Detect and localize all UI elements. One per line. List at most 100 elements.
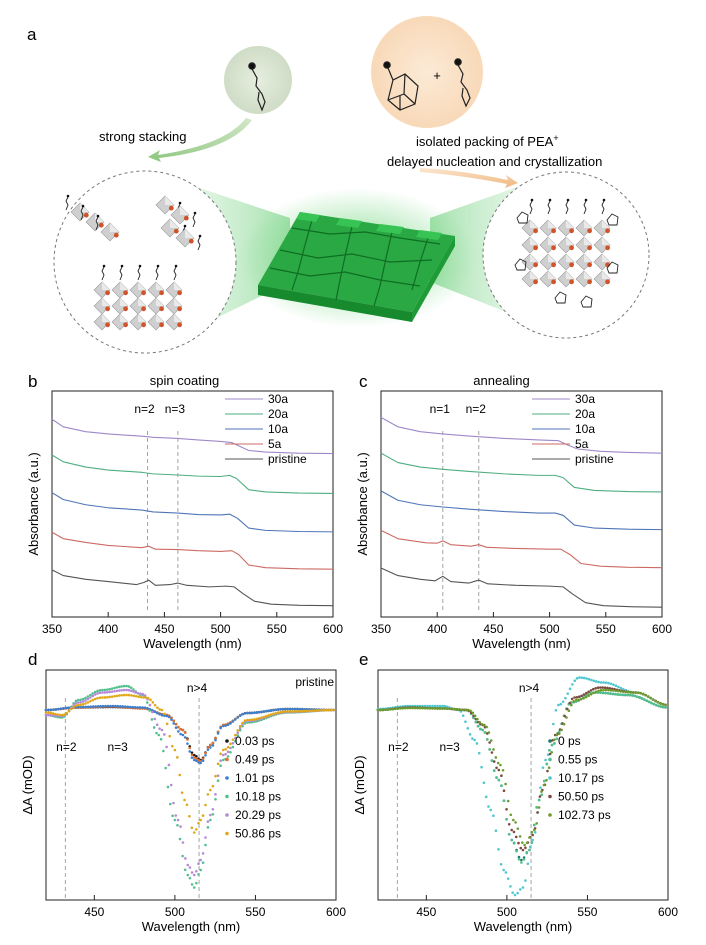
- data-point: [216, 774, 220, 778]
- data-point: [521, 848, 525, 852]
- data-point: [160, 708, 164, 712]
- data-point: [566, 692, 570, 695]
- data-point: [101, 691, 104, 694]
- data-point: [216, 732, 220, 735]
- pea-molecule-icon: [248, 62, 266, 112]
- data-point: [548, 748, 551, 752]
- octahedron-face: [602, 237, 610, 245]
- data-point: [81, 700, 85, 703]
- data-point: [606, 692, 610, 695]
- data-point: [573, 696, 576, 699]
- cation-dot: [83, 212, 89, 218]
- data-point: [226, 745, 230, 749]
- data-point: [502, 799, 506, 803]
- data-point: [617, 689, 620, 693]
- data-point: [183, 731, 187, 734]
- data-point: [186, 738, 189, 741]
- data-point: [403, 706, 407, 710]
- octahedron-face: [602, 254, 610, 262]
- data-point: [516, 827, 520, 830]
- data-point: [621, 693, 625, 697]
- octahedron-face: [548, 254, 556, 262]
- legend-label: 0.03 ps: [235, 734, 274, 748]
- data-point: [195, 828, 198, 831]
- data-point: [555, 733, 559, 737]
- data-point: [91, 698, 95, 702]
- data-point: [229, 742, 232, 746]
- data-point: [518, 835, 522, 838]
- data-point: [103, 691, 107, 694]
- data-point: [125, 688, 128, 692]
- data-point: [499, 763, 502, 767]
- data-point: [528, 845, 532, 849]
- legend-swatch: [548, 757, 552, 762]
- data-point: [641, 692, 645, 696]
- data-point: [560, 728, 563, 732]
- data-point: [575, 695, 579, 699]
- data-point: [520, 861, 523, 864]
- data-point: [281, 710, 285, 714]
- data-point: [500, 784, 503, 788]
- data-point: [604, 688, 608, 692]
- data-point: [201, 852, 205, 855]
- x-tick-label: 450: [483, 622, 503, 636]
- data-point: [643, 698, 646, 701]
- data-point: [234, 736, 237, 740]
- data-point: [199, 868, 202, 872]
- data-point: [479, 727, 482, 731]
- data-point: [517, 857, 521, 861]
- data-point: [173, 818, 177, 822]
- data-point: [113, 694, 116, 698]
- plus-sign: +: [433, 68, 441, 83]
- data-point: [384, 708, 387, 712]
- x-tick-label: 550: [267, 622, 287, 636]
- cation-dot: [159, 290, 165, 296]
- data-point: [520, 858, 523, 862]
- data-point: [108, 687, 111, 691]
- data-point: [153, 710, 157, 714]
- chart-d: d pristine 450 500 550 600 Wavelength (nm) ΔA (…: [20, 650, 346, 934]
- pea-ligand: [565, 200, 569, 215]
- marker-label: n=2: [466, 402, 487, 416]
- data-point: [590, 678, 593, 682]
- data-point: [125, 684, 128, 688]
- data-point: [310, 709, 314, 713]
- data-point: [89, 696, 92, 699]
- data-point: [236, 734, 240, 737]
- adamantane-icon: [606, 213, 619, 226]
- x-tick-label: 450: [154, 622, 174, 636]
- data-point: [178, 837, 182, 841]
- data-point: [192, 758, 196, 762]
- data-point: [441, 704, 444, 708]
- series-points-0.55-ps: [376, 691, 667, 864]
- data-point: [468, 733, 472, 736]
- data-point: [483, 731, 487, 734]
- data-point: [489, 739, 493, 742]
- data-point: [300, 707, 304, 711]
- octahedron-face: [156, 282, 164, 290]
- data-point: [126, 705, 130, 709]
- data-point: [141, 706, 144, 709]
- data-point: [67, 709, 71, 713]
- data-point: [514, 835, 518, 839]
- data-point: [614, 684, 618, 688]
- data-point: [86, 705, 90, 709]
- data-point: [192, 753, 196, 757]
- data-point: [474, 720, 478, 724]
- data-point: [631, 694, 634, 697]
- data-point: [176, 756, 179, 759]
- data-point: [547, 766, 551, 770]
- data-point: [499, 862, 503, 866]
- data-point: [394, 707, 397, 711]
- data-point: [231, 720, 235, 723]
- data-point: [548, 752, 552, 756]
- data-point: [139, 695, 143, 699]
- data-point: [183, 736, 187, 739]
- octahedron-face: [120, 298, 128, 306]
- legend-label: 20a: [575, 407, 595, 421]
- data-point: [183, 868, 187, 872]
- data-point: [139, 692, 142, 696]
- data-point: [433, 707, 437, 710]
- data-point: [622, 687, 625, 691]
- data-point: [146, 707, 149, 710]
